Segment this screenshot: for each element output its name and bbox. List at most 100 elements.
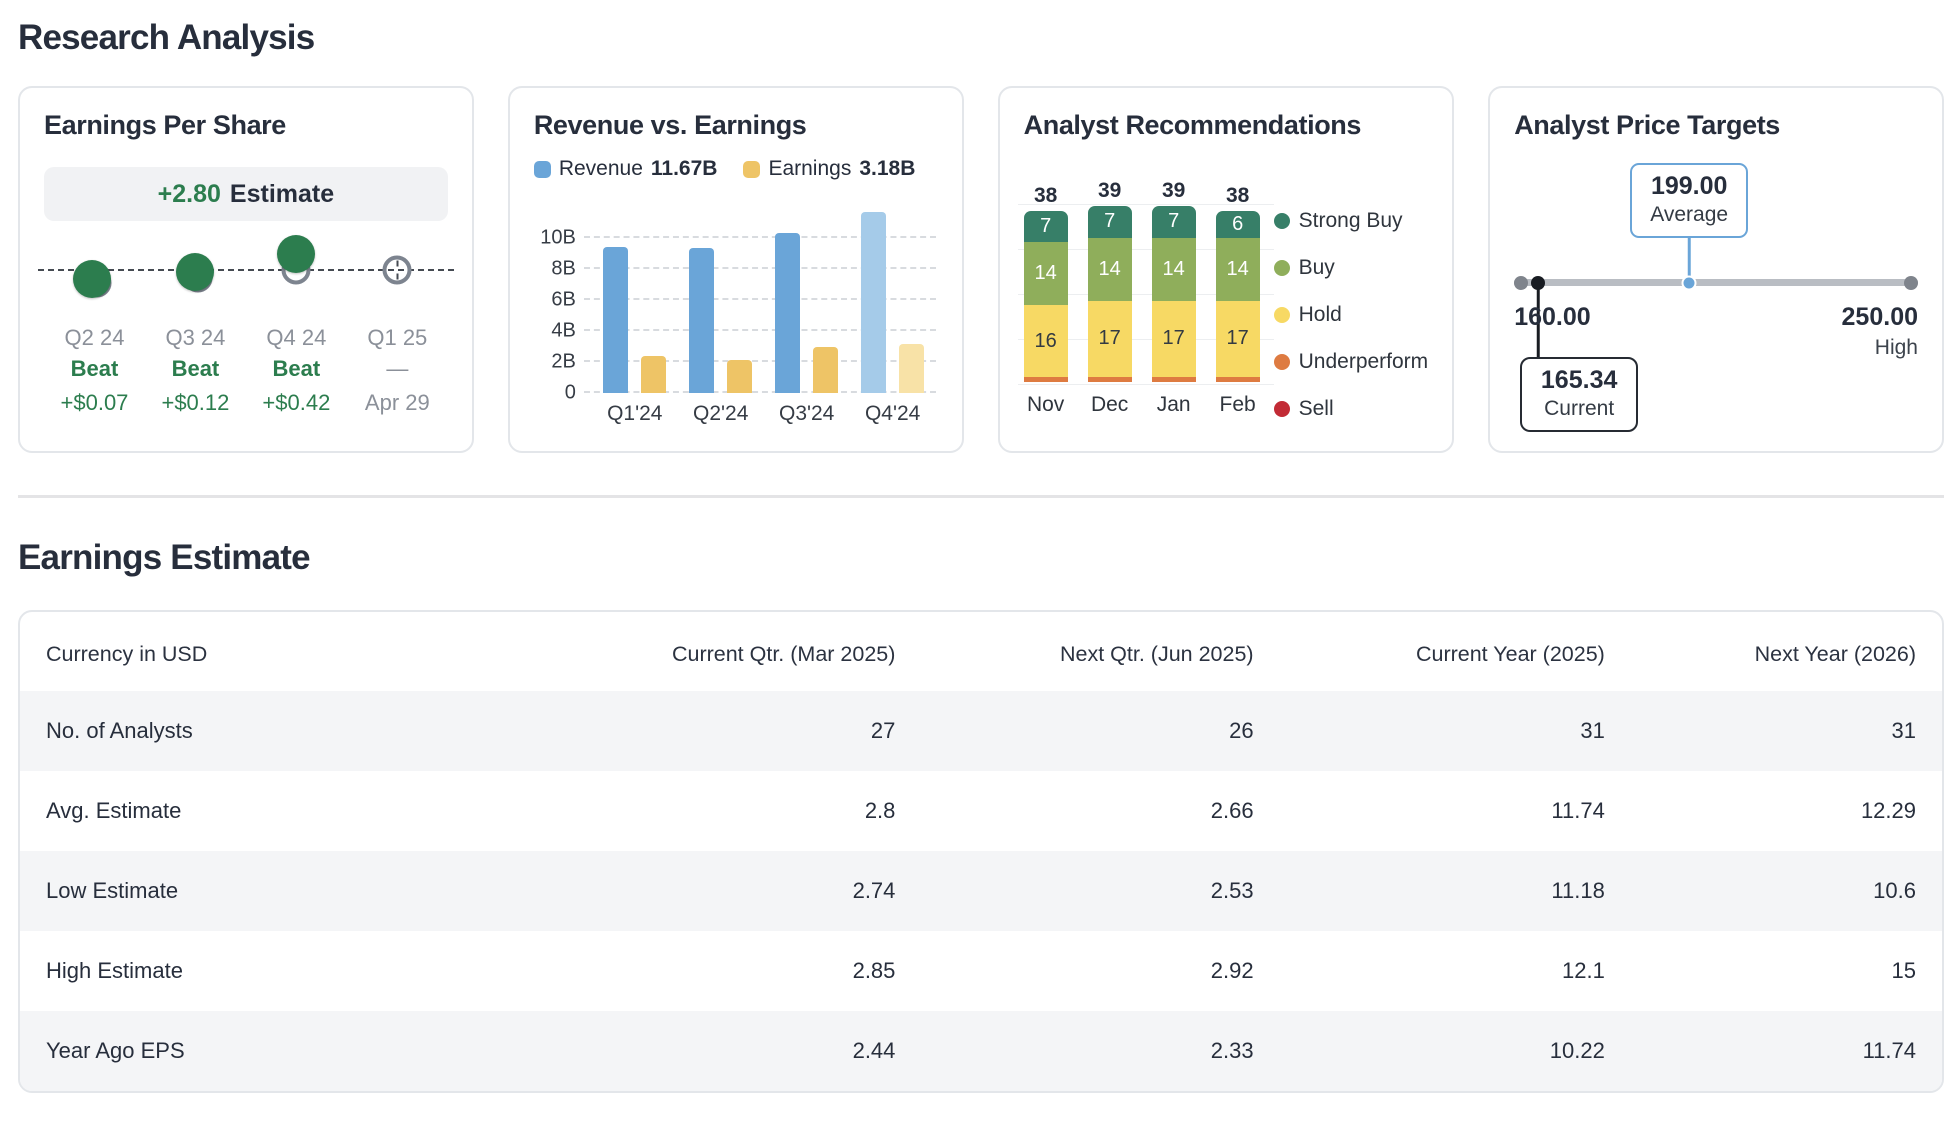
gridline (1017, 339, 1274, 340)
quarter-group: Q2'24 (689, 195, 753, 429)
summary-cards: Earnings Per Share +2.80 Estimate Q2 24 B… (18, 86, 1944, 453)
cell-value: 11.74 (1551, 798, 1605, 823)
recommendation-month-column: 39 7 14 17 Jan (1151, 179, 1196, 418)
cell-value: 12.1 (1561, 958, 1605, 983)
analyst-total: 39 (1161, 179, 1186, 202)
gridline (583, 391, 936, 393)
revenue-bar (861, 212, 887, 393)
segment-underperform (1087, 377, 1132, 382)
row-label: High Estimate (46, 958, 183, 983)
x-axis-label: Q2'24 (693, 402, 749, 425)
revenue-earnings-card: Revenue vs. Earnings Revenue 11.67B Earn… (507, 86, 964, 453)
legend-label: Hold (1298, 303, 1342, 326)
segment-hold: 17 (1087, 300, 1132, 377)
high-target-label: High (1874, 336, 1918, 359)
eps-estimate-value: +2.80 (157, 179, 221, 208)
average-target-label: Average (1650, 203, 1729, 226)
eps-quarter-period: Q2 24 (64, 325, 125, 350)
table-row: No. of Analysts 27 26 31 31 (20, 691, 1942, 771)
cell-value: 2.53 (1210, 878, 1254, 903)
cell-value: 26 (1229, 718, 1254, 743)
segment-buy: 14 (1151, 237, 1196, 301)
recommendations-body: 38 7 14 16 Nov 39 7 14 17 Dec 39 7 14 17 Jan 38 6 14 17 Feb… (1017, 179, 1429, 421)
track-high-endpoint-dot (1904, 275, 1918, 290)
current-connector-line (1536, 285, 1540, 359)
average-connector-line (1687, 227, 1691, 281)
average-target-dot (1681, 275, 1697, 290)
eps-quarter: Q1 25 — Apr 29 (347, 325, 448, 416)
recommendation-bars: 38 7 14 16 Nov 39 7 14 17 Dec 39 7 14 17 Jan 38 6 14 17 Feb (1023, 179, 1260, 418)
segment-strong_buy: 7 (1151, 206, 1196, 238)
legend-item-sell: Sell (1273, 397, 1429, 421)
eps-quarter-delta: Apr 29 (364, 390, 430, 415)
eps-quarter-status: Beat (272, 356, 321, 381)
sell-dot-icon (1273, 401, 1290, 417)
eps-quarter-delta: +$0.12 (161, 390, 230, 415)
table-header-row: Currency in USD Current Qtr. (Mar 2025) Ne… (20, 612, 1942, 691)
x-axis-label: Q3'24 (778, 402, 835, 425)
revenue-bars-area: Q1'24 Q2'24 Q3'24 Q4'24 (592, 195, 936, 429)
row-label: Year Ago EPS (46, 1038, 185, 1063)
legend-label: Underperform (1298, 350, 1429, 373)
segment-buy: 14 (1023, 242, 1068, 305)
revenue-bar (603, 247, 629, 393)
x-axis-label: Feb (1219, 392, 1256, 416)
eps-actual-dot (277, 235, 316, 273)
y-axis-tick: 10B (540, 226, 576, 249)
earnings-bar (899, 343, 925, 393)
row-label: No. of Analysts (46, 718, 193, 743)
eps-estimate-pill: +2.80 Estimate (44, 167, 448, 221)
cell-value: 2.33 (1210, 1038, 1254, 1063)
current-price-dot (1531, 275, 1546, 290)
current-price-callout: 165.34 Current (1520, 357, 1639, 432)
y-axis-tick: 0 (564, 381, 576, 404)
price-range-track (1514, 279, 1918, 286)
eps-beat-chart[interactable] (38, 229, 454, 321)
legend-label: Sell (1298, 397, 1334, 420)
legend-label: Buy (1298, 256, 1335, 279)
eps-quarter-period: Q1 25 (367, 325, 428, 350)
column-header: Next Qtr. (Jun 2025) (1059, 642, 1254, 666)
eps-card: Earnings Per Share +2.80 Estimate Q2 24 B… (18, 86, 474, 453)
legend-item-revenue: Revenue 11.67B (533, 157, 717, 181)
current-price-label: Current (1544, 397, 1615, 420)
cell-value: 27 (870, 718, 896, 743)
legend-item-underperform: Underperform (1273, 350, 1429, 374)
recommendations-chart[interactable]: 38 7 14 16 Nov 39 7 14 17 Dec 39 7 14 17 Jan 38 6 14 17 Feb (1017, 179, 1274, 421)
cell-value: 2.85 (852, 958, 896, 983)
revenue-earnings-chart[interactable]: 0 2B 4B 6B 8B 10B Q1'24 Q2'24 Q3'24 Q4'24 (534, 195, 938, 429)
recommendation-month-column: 38 7 14 16 Nov (1023, 184, 1068, 418)
eps-quarter-status: Beat (171, 356, 220, 381)
cell-value: 11.18 (1551, 878, 1605, 903)
segment-hold: 16 (1023, 305, 1068, 377)
earnings-bar (727, 359, 753, 393)
recommendations-card: Analyst Recommendations 38 7 14 16 Nov 39 7 14 1… (997, 86, 1455, 453)
legend-earnings-value: 3.18B (859, 157, 916, 180)
estimate-dashed-line (38, 269, 454, 271)
average-target-callout: 199.00 Average (1630, 163, 1749, 238)
price-targets-card: Analyst Price Targets 199.00 Average 160… (1488, 86, 1944, 453)
quarter-group: Q3'24 (775, 195, 839, 429)
legend-revenue-label: Revenue (558, 157, 643, 180)
gridline (1017, 384, 1274, 385)
cell-value: 2.92 (1210, 958, 1254, 983)
x-axis-label: Jan (1156, 392, 1191, 416)
revenue-earnings-legend: Revenue 11.67B Earnings 3.18B (533, 157, 938, 181)
price-targets-chart[interactable]: 199.00 Average 160.00 250.00 High 165.34… (1514, 163, 1918, 432)
segment-hold: 17 (1151, 300, 1196, 377)
y-axis-tick: 4B (551, 319, 576, 342)
price-targets-card-title: Analyst Price Targets (1514, 110, 1780, 140)
table-row: High Estimate 2.85 2.92 12.1 15 (20, 931, 1942, 1011)
segment-buy: 14 (1087, 237, 1132, 301)
eps-estimate-ring (382, 255, 412, 285)
track-low-endpoint-dot (1514, 275, 1529, 290)
eps-estimate-label: Estimate (229, 179, 335, 208)
segment-strong_buy: 7 (1023, 210, 1068, 242)
cell-value: 10.6 (1873, 878, 1916, 903)
segment-underperform (1023, 377, 1068, 382)
eps-quarter-status: — (386, 356, 409, 381)
eps-quarter: Q2 24 Beat +$0.07 (44, 325, 145, 416)
buy-dot-icon (1273, 260, 1290, 276)
legend-item-buy: Buy (1273, 256, 1429, 280)
eps-quarter-labels: Q2 24 Beat +$0.07 Q3 24 Beat +$0.12 Q4 24 Beat +… (44, 325, 448, 416)
